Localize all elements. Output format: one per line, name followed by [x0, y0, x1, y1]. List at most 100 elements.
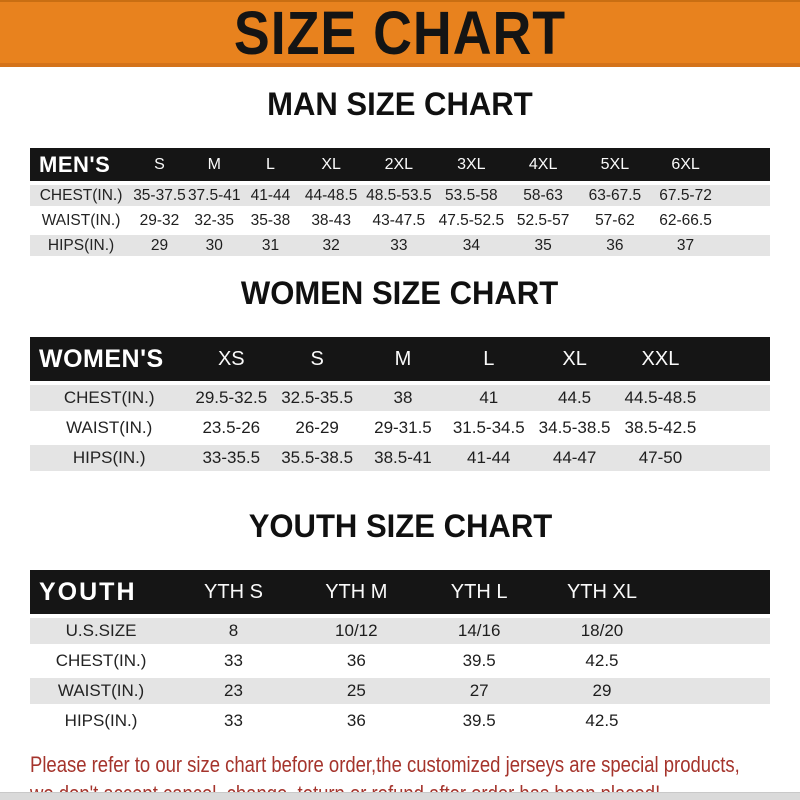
- table-title: MEN'S: [30, 148, 133, 181]
- row-label: U.S.SIZE: [30, 618, 173, 644]
- size-value: 31.5-34.5: [445, 415, 532, 441]
- youth-section-heading-text: YOUTH SIZE CHART: [248, 508, 552, 544]
- size-value: 44.5: [531, 385, 618, 411]
- size-value: 29-32: [132, 210, 187, 231]
- size-value: 44-48.5: [299, 185, 363, 206]
- women-section-heading: WOMEN SIZE CHART: [0, 274, 800, 319]
- size-value: 36: [294, 708, 418, 734]
- size-value: 33: [172, 708, 295, 734]
- size-value: 38: [360, 385, 446, 411]
- size-value: 53.5-58: [434, 185, 508, 206]
- table-row: CHEST(IN.) 35-37.5 37.5-41 41-44 44-48.5 48.5…: [30, 185, 770, 206]
- size-value: 35-38: [241, 210, 300, 231]
- men-size-table: MEN'S S M L XL 2XL 3XL 4XL 5XL 6XL CHEST(IN.) 35-37…: [30, 144, 770, 260]
- table-row: U.S.SIZE 8 10/12 14/16 18/20: [30, 618, 770, 644]
- size-column-header: S: [274, 337, 361, 381]
- size-value: 38.5-42.5: [617, 415, 704, 441]
- size-value: [703, 445, 770, 471]
- size-column-header: 6XL: [651, 148, 720, 181]
- row-label: WAIST(IN.): [30, 678, 173, 704]
- size-column-header: 3XL: [434, 148, 508, 181]
- size-value: 36: [294, 648, 418, 674]
- size-value: 32: [299, 235, 363, 256]
- size-value: 41-44: [445, 445, 532, 471]
- size-value: 10/12: [294, 618, 418, 644]
- table-title: YOUTH: [30, 570, 173, 614]
- size-value: 63-67.5: [578, 185, 652, 206]
- size-value: 44.5-48.5: [617, 385, 704, 411]
- size-column-header: L: [445, 337, 532, 381]
- size-column-header: XL: [299, 148, 363, 181]
- size-value: 62-66.5: [651, 210, 720, 231]
- size-column-header: [719, 148, 770, 181]
- size-column-header: [663, 570, 770, 614]
- size-value: 37: [651, 235, 720, 256]
- row-label: WAIST(IN.): [30, 210, 133, 231]
- size-column-header: YTH XL: [540, 570, 664, 614]
- size-value: 48.5-53.5: [362, 185, 435, 206]
- size-value: 34: [434, 235, 508, 256]
- size-value: 32-35: [186, 210, 242, 231]
- size-value: [719, 210, 770, 231]
- size-column-header: L: [241, 148, 300, 181]
- size-value: 39.5: [417, 708, 541, 734]
- size-value: [719, 235, 770, 256]
- size-value: 47-50: [617, 445, 704, 471]
- size-value: [663, 618, 770, 644]
- women-section-heading-text: WOMEN SIZE CHART: [241, 275, 559, 311]
- size-value: 33: [172, 648, 295, 674]
- row-label: HIPS(IN.): [30, 708, 173, 734]
- youth-section-heading: YOUTH SIZE CHART: [0, 507, 800, 552]
- size-value: [663, 648, 770, 674]
- size-column-header: [703, 337, 770, 381]
- table-row: CHEST(IN.) 33 36 39.5 42.5: [30, 648, 770, 674]
- size-value: 32.5-35.5: [274, 385, 361, 411]
- size-column-header: S: [132, 148, 187, 181]
- size-column-header: YTH L: [417, 570, 541, 614]
- size-value: 37.5-41: [186, 185, 242, 206]
- size-value: [719, 185, 770, 206]
- table-row: WAIST(IN.) 29-32 32-35 35-38 38-43 43-47.5 47.…: [30, 210, 770, 231]
- size-value: 52.5-57: [507, 210, 579, 231]
- table-header-row: YOUTH YTH S YTH M YTH L YTH XL: [30, 570, 770, 614]
- size-value: 29-31.5: [360, 415, 446, 441]
- size-value: 35.5-38.5: [274, 445, 361, 471]
- size-value: 38-43: [299, 210, 363, 231]
- size-value: 67.5-72: [651, 185, 720, 206]
- table-row: HIPS(IN.) 29 30 31 32 33 34 35 36 37: [30, 235, 770, 256]
- size-column-header: YTH S: [172, 570, 295, 614]
- size-value: 18/20: [540, 618, 664, 644]
- size-chart-banner: SIZE CHART: [0, 0, 800, 67]
- size-value: [703, 415, 770, 441]
- table-header-row: MEN'S S M L XL 2XL 3XL 4XL 5XL 6XL: [30, 148, 770, 181]
- size-value: 41-44: [241, 185, 300, 206]
- size-value: [703, 385, 770, 411]
- row-label: CHEST(IN.): [30, 385, 189, 411]
- size-value: 36: [578, 235, 652, 256]
- row-label: CHEST(IN.): [30, 648, 173, 674]
- row-label: WAIST(IN.): [30, 415, 189, 441]
- table-row: WAIST(IN.) 23.5-26 26-29 29-31.5 31.5-34.5 34…: [30, 415, 770, 441]
- size-value: 29: [132, 235, 187, 256]
- table-row: WAIST(IN.) 23 25 27 29: [30, 678, 770, 704]
- youth-size-table: YOUTH YTH S YTH M YTH L YTH XL U.S.SIZE 8 10/12…: [30, 566, 770, 738]
- size-value: 35-37.5: [132, 185, 187, 206]
- size-value: 25: [294, 678, 418, 704]
- size-value: 31: [241, 235, 300, 256]
- man-section-heading-text: MAN SIZE CHART: [267, 86, 533, 122]
- size-column-header: 5XL: [578, 148, 652, 181]
- size-value: 57-62: [578, 210, 652, 231]
- women-size-table: WOMEN'S XS S M L XL XXL CHEST(IN.) 29.5-32.5 32.5…: [30, 333, 770, 475]
- size-column-header: 2XL: [362, 148, 435, 181]
- size-value: 42.5: [540, 648, 664, 674]
- footer-note-line-1: Please refer to our size chart before or…: [30, 752, 740, 777]
- size-value: 26-29: [274, 415, 361, 441]
- size-value: 41: [445, 385, 532, 411]
- size-value: 33-35.5: [188, 445, 275, 471]
- size-value: 23.5-26: [188, 415, 275, 441]
- size-value: 14/16: [417, 618, 541, 644]
- row-label: HIPS(IN.): [30, 235, 133, 256]
- size-value: [663, 708, 770, 734]
- size-column-header: XL: [531, 337, 618, 381]
